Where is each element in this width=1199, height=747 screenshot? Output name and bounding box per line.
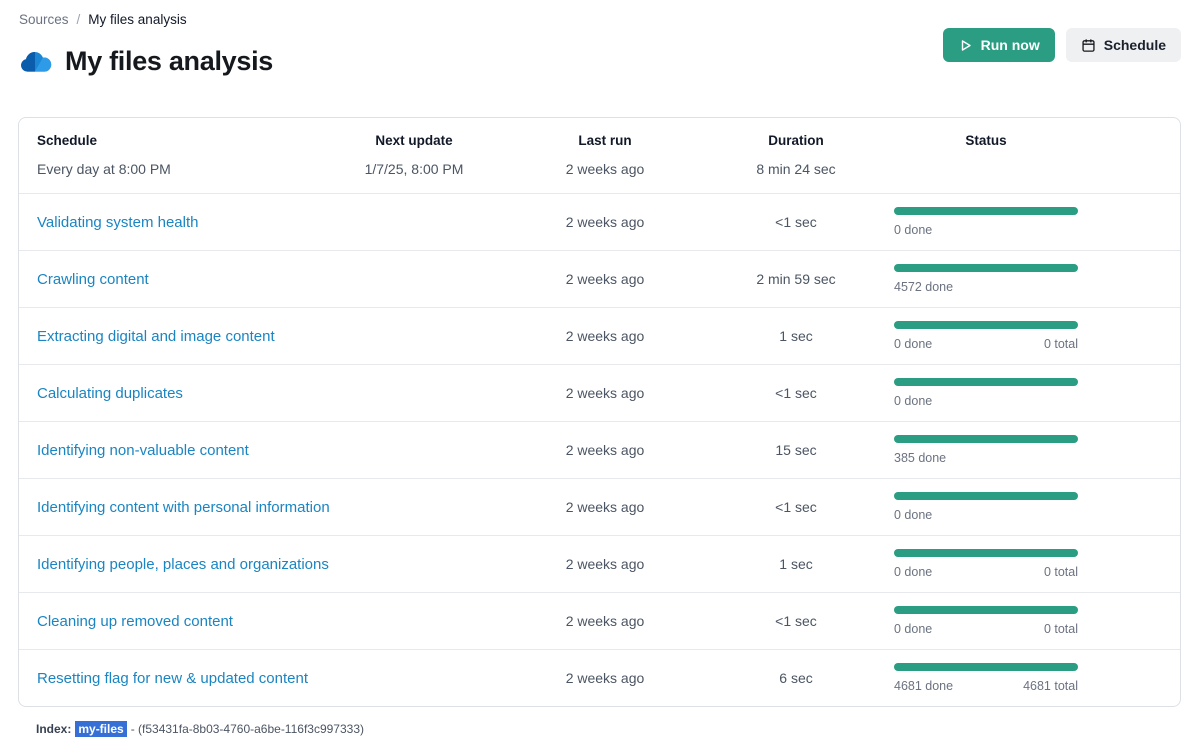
play-icon — [958, 38, 973, 53]
index-name-highlighted: my-files — [75, 721, 127, 737]
task-link[interactable]: Validating system health — [37, 213, 199, 231]
table-row: Crawling content 2 weeks ago 2 min 59 se… — [19, 250, 1180, 307]
schedule-summary-row: Every day at 8:00 PM 1/7/25, 8:00 PM 2 w… — [19, 161, 1180, 177]
task-duration: 1 sec — [779, 556, 813, 572]
progress-bar — [894, 378, 1078, 386]
task-status: 0 done — [894, 378, 1078, 408]
progress-bar — [894, 207, 1078, 215]
progress-bar — [894, 606, 1078, 614]
task-status: 0 done 0 total — [894, 606, 1078, 636]
runs-table: Schedule Next update Last run Duration S… — [18, 117, 1181, 707]
task-link[interactable]: Identifying non-valuable content — [37, 441, 249, 459]
task-last-run: 2 weeks ago — [565, 670, 645, 686]
table-row: Identifying content with personal inform… — [19, 478, 1180, 535]
done-count: 0 done — [894, 622, 933, 636]
index-label: Index: — [36, 722, 72, 736]
task-last-run: 2 weeks ago — [565, 442, 645, 458]
progress-bar — [894, 663, 1078, 671]
done-count: 4681 done — [894, 679, 954, 693]
task-status: 385 done — [894, 435, 1078, 465]
breadcrumb: Sources / My files analysis — [19, 12, 187, 27]
task-last-run: 2 weeks ago — [565, 556, 645, 572]
index-footer: Index: my-files - (f53431fa-8b03-4760-a6… — [36, 721, 364, 737]
progress-bar — [894, 492, 1078, 500]
task-link[interactable]: Identifying people, places and organizat… — [37, 555, 329, 573]
task-last-run: 2 weeks ago — [565, 613, 645, 629]
total-count: 0 total — [1043, 565, 1078, 579]
task-duration: <1 sec — [775, 214, 817, 230]
page-header: My files analysis — [18, 46, 273, 77]
table-row: Calculating duplicates 2 weeks ago <1 se… — [19, 364, 1180, 421]
schedule-button[interactable]: Schedule — [1065, 28, 1181, 62]
progress-bar — [894, 321, 1078, 329]
task-status: 4681 done 4681 total — [894, 663, 1078, 693]
progress-bar — [894, 549, 1078, 557]
table-row: Identifying people, places and organizat… — [19, 535, 1180, 592]
task-link[interactable]: Resetting flag for new & updated content — [37, 669, 309, 687]
done-count: 0 done — [894, 394, 933, 408]
done-count: 385 done — [894, 451, 947, 465]
progress-bar — [894, 435, 1078, 443]
task-last-run: 2 weeks ago — [565, 499, 645, 515]
task-last-run: 2 weeks ago — [565, 271, 645, 287]
task-status: 0 done — [894, 207, 1078, 237]
column-header-last-run: Last run — [578, 133, 632, 148]
column-header-schedule: Schedule — [37, 133, 98, 148]
schedule-value: Every day at 8:00 PM — [37, 161, 171, 177]
task-last-run: 2 weeks ago — [565, 214, 645, 230]
index-uuid: - (f53431fa-8b03-4760-a6be-116f3c997333) — [130, 722, 364, 736]
task-last-run: 2 weeks ago — [565, 385, 645, 401]
header-actions: Run now Schedule — [942, 28, 1181, 62]
task-duration: <1 sec — [775, 613, 817, 629]
run-now-button[interactable]: Run now — [942, 28, 1055, 62]
task-link[interactable]: Identifying content with personal inform… — [37, 498, 330, 516]
done-count: 0 done — [894, 565, 933, 579]
calendar-icon — [1081, 38, 1096, 53]
task-duration: 6 sec — [779, 670, 813, 686]
total-count: 4681 total — [1023, 679, 1078, 693]
breadcrumb-current: My files analysis — [88, 12, 187, 27]
table-row: Resetting flag for new & updated content… — [19, 649, 1180, 706]
total-count: 0 total — [1043, 622, 1078, 636]
task-status: 4572 done — [894, 264, 1078, 294]
column-header-next-update: Next update — [375, 133, 453, 148]
schedule-label: Schedule — [1103, 37, 1166, 53]
task-link[interactable]: Cleaning up removed content — [37, 612, 233, 630]
task-link[interactable]: Crawling content — [37, 270, 149, 288]
task-last-run: 2 weeks ago — [565, 328, 645, 344]
task-duration: <1 sec — [775, 385, 817, 401]
done-count: 0 done — [894, 223, 933, 237]
done-count: 0 done — [894, 337, 933, 351]
task-status: 0 done — [894, 492, 1078, 522]
task-status: 0 done 0 total — [894, 549, 1078, 579]
table-row: Identifying non-valuable content 2 weeks… — [19, 421, 1180, 478]
task-duration: <1 sec — [775, 499, 817, 515]
column-header-status: Status — [965, 133, 1007, 148]
task-link[interactable]: Calculating duplicates — [37, 384, 183, 402]
last-run-value: 2 weeks ago — [565, 161, 645, 177]
breadcrumb-sources-link[interactable]: Sources — [19, 12, 69, 27]
table-header-section: Schedule Next update Last run Duration S… — [19, 118, 1180, 193]
next-update-value: 1/7/25, 8:00 PM — [364, 161, 464, 177]
breadcrumb-separator: / — [76, 12, 81, 27]
total-count: 0 total — [1043, 337, 1078, 351]
task-status: 0 done 0 total — [894, 321, 1078, 351]
task-link[interactable]: Extracting digital and image content — [37, 327, 275, 345]
page-title: My files analysis — [65, 46, 274, 76]
done-count: 4572 done — [894, 280, 954, 294]
task-duration: 15 sec — [775, 442, 817, 458]
table-row: Validating system health 2 weeks ago <1 … — [19, 193, 1180, 250]
run-now-label: Run now — [980, 37, 1040, 53]
table-row: Cleaning up removed content 2 weeks ago … — [19, 592, 1180, 649]
column-header-duration: Duration — [768, 133, 824, 148]
progress-bar — [894, 264, 1078, 272]
onedrive-cloud-icon — [18, 50, 54, 74]
done-count: 0 done — [894, 508, 933, 522]
task-duration: 1 sec — [779, 328, 813, 344]
duration-value: 8 min 24 sec — [756, 161, 836, 177]
task-duration: 2 min 59 sec — [756, 271, 836, 287]
table-row: Extracting digital and image content 2 w… — [19, 307, 1180, 364]
